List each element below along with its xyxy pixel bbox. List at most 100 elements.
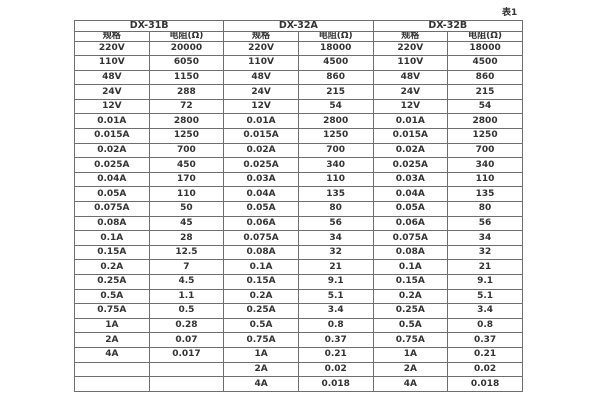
column-header-row: 规格 电阻(Ω) 规格 电阻(Ω) 规格 电阻(Ω) [74,30,523,42]
table-cell: 50 [148,201,225,217]
table-row: 0.5A 1.1 0.2A 5.1 0.2A 5.1 [74,288,523,305]
table-cell: 0.2A [372,288,449,305]
table-cell: 21 [297,259,374,275]
table-cell: 4500 [297,55,374,71]
table-cell: 0.04A [74,171,150,188]
table-cell: 0.018 [447,376,523,392]
table-cell: 215 [297,84,374,100]
table-cell: 20000 [148,40,225,57]
table-cell: 0.5 [148,303,225,319]
table-cell: 4A [74,346,150,363]
table-row: 0.08A 45 0.06A 56 0.06A 56 [74,215,523,232]
table-cell: 48V [74,69,150,86]
table-row: 12V 72 12V 54 12V 54 [74,98,523,115]
table-cell: 48V [223,69,299,86]
table-cell: 54 [447,98,523,115]
table-cell: 215 [447,84,523,100]
table-cell: 3.4 [447,303,523,319]
table-cell: 18000 [447,40,523,57]
table-cell: 72 [148,98,225,115]
table-cell: 0.02 [297,361,374,378]
table-cell: 135 [297,186,374,203]
table-cell: 110 [447,171,523,188]
table-cell: 0.015A [223,128,299,144]
table-row: 1A 0.28 0.5A 0.8 0.5A 0.8 [74,317,523,334]
table-cell: 34 [297,230,374,246]
column-header-spec: 规格 [74,30,150,42]
table-cell: 0.07 [148,332,225,348]
table-cell: 1250 [297,128,374,144]
group-header-dx32b: DX-32B [372,20,523,32]
table-cell: 7 [148,259,225,275]
table-cell: 0.02A [74,142,150,159]
resistance-table-container: DX-31B DX-32A DX-32B 规格 电阻(Ω) 规格 电阻(Ω) 规… [73,20,523,392]
table-cell: 0.8 [447,317,523,334]
table-cell: 220V [74,40,150,57]
table-cell: 0.37 [447,332,523,348]
table-cell: 0.1A [372,259,449,275]
table-row: 110V 6050 110V 4500 110V 4500 [74,55,523,71]
table-cell: 110V [223,55,299,71]
table-cell [148,376,225,392]
table-cell: 2A [372,361,449,378]
table-cell: 56 [297,215,374,232]
table-cell: 340 [447,157,523,173]
table-row: 0.15A 12.5 0.08A 32 0.08A 32 [74,244,523,261]
table-cell: 0.017 [148,346,225,363]
table-cell: 0.015A [74,128,150,144]
table-cell: 0.08A [74,215,150,232]
table-cell: 0.05A [74,186,150,203]
table-cell: 0.04A [223,186,299,203]
table-cell: 0.02A [223,142,299,159]
table-cell: 1A [223,346,299,363]
table-cell: 2A [223,361,299,378]
table-row: 0.2A 7 0.1A 21 0.1A 21 [74,259,523,275]
table-cell: 18000 [297,40,374,57]
table-cell: 220V [372,40,449,57]
table-cell: 110 [148,186,225,203]
table-row: 0.75A 0.5 0.25A 3.4 0.25A 3.4 [74,303,523,319]
table-cell: 110V [372,55,449,71]
table-cell: 0.2A [74,259,150,275]
table-cell: 700 [297,142,374,159]
table-row: 24V 288 24V 215 24V 215 [74,84,523,100]
column-header-resistance: 电阻(Ω) [297,30,374,42]
table-cell: 0.01A [74,113,150,130]
table-cell: 0.5A [372,317,449,334]
table-cell: 1.1 [148,288,225,305]
group-header-row: DX-31B DX-32A DX-32B [73,20,523,32]
table-cell: 0.25A [74,274,150,290]
table-row: 220V 20000 220V 18000 220V 18000 [74,40,523,57]
table-caption: 表1 [502,8,518,18]
table-cell: 2800 [447,113,523,130]
table-cell: 12V [372,98,449,115]
table-cell: 1250 [148,128,225,144]
table-cell: 0.01A [372,113,449,130]
table-cell: 0.075A [223,230,299,246]
table-body: 220V 20000 220V 18000 220V 18000 110V 6050 110V 4… [74,40,523,392]
table-cell: 0.025A [223,157,299,173]
table-cell: 0.025A [74,157,150,173]
table-row: 2A 0.02 2A 0.02 [74,361,523,378]
table-cell: 0.15A [223,274,299,290]
table-cell: 32 [297,244,374,261]
table-cell: 0.5A [74,288,150,305]
table-cell: 0.01A [223,113,299,130]
table-cell: 34 [447,230,523,246]
table-cell: 9.1 [447,274,523,290]
table-cell: 2800 [148,113,225,130]
table-cell: 0.37 [297,332,374,348]
table-cell: 700 [447,142,523,159]
table-row: 4A 0.017 1A 0.21 1A 0.21 [74,346,523,363]
table-cell: 0.15A [74,244,150,261]
table-cell: 12.5 [148,244,225,261]
table-cell: 700 [148,142,225,159]
table-cell: 4.5 [148,274,225,290]
table-row: 0.02A 700 0.02A 700 0.02A 700 [74,142,523,159]
column-header-resistance: 电阻(Ω) [447,30,523,42]
table-cell: 80 [297,201,374,217]
table-cell: 288 [148,84,225,100]
table-cell: 0.21 [297,346,374,363]
table-cell: 0.018 [297,376,374,392]
table-cell: 110 [297,171,374,188]
